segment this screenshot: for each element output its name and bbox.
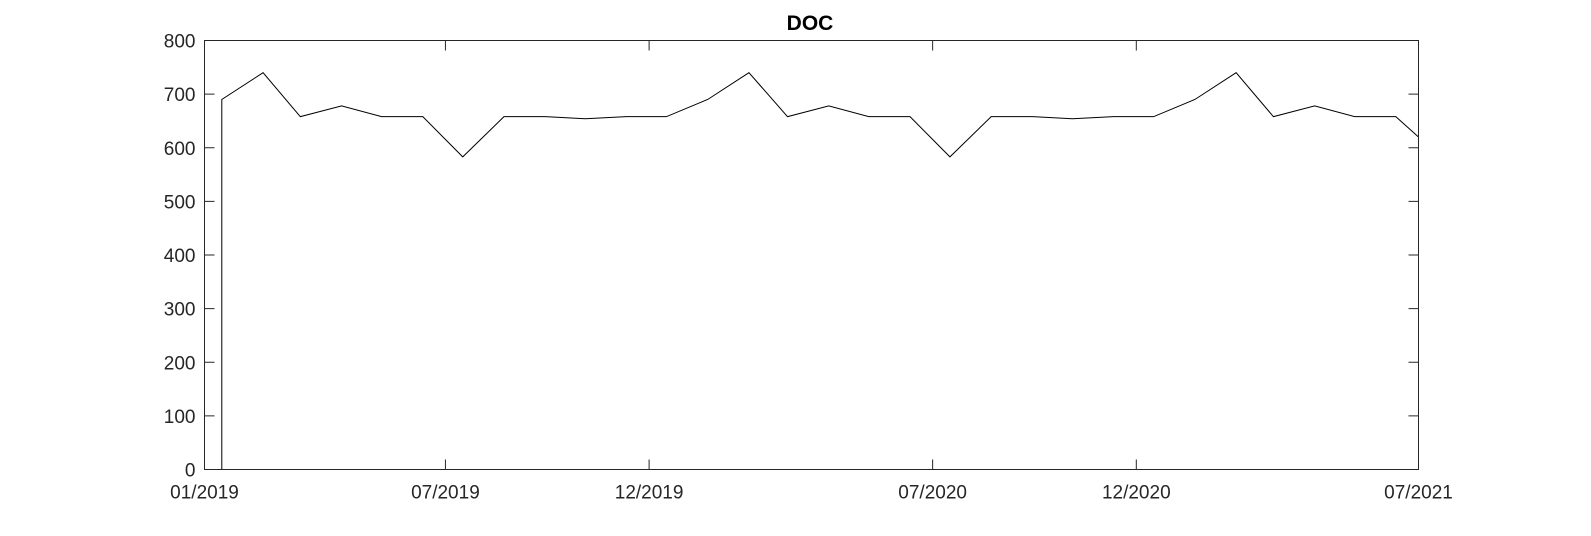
series-layer	[204, 72, 1419, 470]
x-tick-label: 07/2019	[411, 483, 480, 504]
y-tick-label: 0	[185, 461, 196, 482]
y-tick-label: 700	[164, 85, 196, 106]
x-tick-label: 01/2019	[170, 483, 239, 504]
y-tick-label: 300	[164, 300, 196, 321]
y-tick-label: 600	[164, 139, 196, 160]
series-line	[204, 72, 1419, 470]
chart-title: DOC	[787, 12, 834, 35]
x-tick-label: 12/2019	[615, 483, 684, 504]
plot-area-frame	[204, 40, 1419, 470]
x-tick-label: 07/2021	[1384, 483, 1453, 504]
ticks-layer: 0 100 200 300 400 500 600 700 800 01/2019 07/2019 1…	[164, 32, 1453, 504]
y-tick-label: 800	[164, 32, 196, 53]
x-tick-label: 07/2020	[898, 483, 967, 504]
y-tick-label: 200	[164, 353, 196, 374]
y-tick-label: 500	[164, 192, 196, 213]
y-tick-label: 100	[164, 407, 196, 428]
x-tick-label: 12/2020	[1102, 483, 1171, 504]
y-tick-label: 400	[164, 246, 196, 267]
